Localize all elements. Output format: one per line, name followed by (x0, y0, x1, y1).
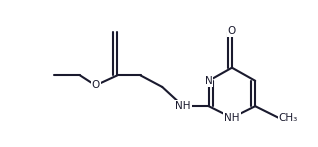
Text: NH: NH (224, 113, 240, 123)
Text: O: O (92, 80, 100, 90)
Text: O: O (228, 26, 236, 36)
Text: N: N (205, 76, 212, 86)
Text: NH: NH (175, 101, 191, 111)
Text: CH₃: CH₃ (279, 113, 298, 123)
